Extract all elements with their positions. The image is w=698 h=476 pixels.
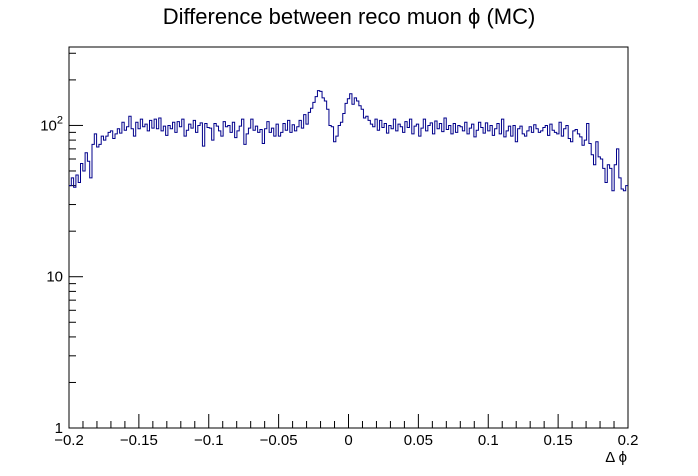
y-axis: 1 10 102 bbox=[40, 52, 83, 437]
chart-title: Difference between reco muon ϕ (MC) bbox=[162, 4, 536, 29]
x-tick-label: 0.15 bbox=[544, 432, 573, 449]
x-axis-label: Δ ϕ bbox=[605, 449, 627, 466]
x-tick-label: 0 bbox=[344, 432, 352, 449]
x-axis: −0.2 −0.15 −0.1 −0.05 0 0.05 0.1 0.15 0.2 bbox=[54, 414, 638, 449]
x-tick-label: 0.2 bbox=[618, 432, 639, 449]
y-tick-label: 102 bbox=[40, 114, 63, 134]
x-tick-label: −0.1 bbox=[194, 432, 224, 449]
x-tick-label: −0.05 bbox=[260, 432, 298, 449]
y-tick-label: 10 bbox=[46, 269, 63, 286]
plot-frame bbox=[68, 46, 629, 429]
x-tick-label: 0.05 bbox=[404, 432, 433, 449]
y-tick-label: 1 bbox=[55, 420, 63, 437]
x-tick-label: 0.1 bbox=[478, 432, 499, 449]
x-tick-label: −0.2 bbox=[54, 432, 84, 449]
x-tick-label: −0.15 bbox=[120, 432, 158, 449]
histogram-line bbox=[69, 90, 628, 192]
